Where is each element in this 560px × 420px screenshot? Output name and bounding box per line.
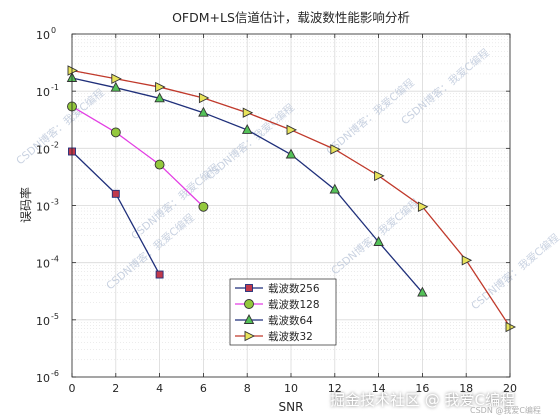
legend-item: 载波数32: [235, 330, 313, 343]
plot-frame: [71, 33, 511, 378]
legend-marker: [243, 314, 255, 324]
x-tick-label: 18: [459, 382, 473, 395]
legend-item: 载波数64: [235, 314, 313, 327]
y-tick-exponent: -3: [51, 198, 59, 207]
data-point: [242, 107, 254, 118]
x-tick-label: 10: [284, 382, 298, 395]
legend-label: 载波数32: [268, 330, 313, 343]
legend-label: 载波数256: [268, 282, 320, 295]
y-tick-label: 10 -3: [36, 198, 59, 214]
legend-marker: [245, 284, 253, 292]
data-point: [373, 236, 384, 246]
data-point: [286, 124, 298, 136]
legend-label: 载波数128: [268, 298, 320, 311]
x-tick-labels: 0 2 4 6 8 10 12 14 16 18 20: [69, 382, 518, 395]
x-tick-label: 4: [156, 382, 163, 395]
y-tick-base: 10: [36, 29, 50, 42]
data-point: [198, 201, 209, 212]
y-tick-base: 10: [36, 372, 50, 385]
y-tick-exponent: -2: [51, 140, 59, 149]
legend-item: 载波数128: [235, 298, 320, 311]
y-axis-label: 误码率: [18, 187, 33, 223]
y-tick-exponent: -6: [51, 369, 59, 378]
legend-marker: [244, 330, 256, 342]
watermark-text: CSDN博客：我爱C编程: [14, 86, 108, 167]
legend-item: 载波数256: [235, 282, 320, 295]
y-tick-base: 10: [36, 86, 50, 99]
chart-title: OFDM+LS信道估计，载波数性能影响分析: [172, 10, 410, 25]
series-1: [67, 101, 209, 212]
footer-watermark: 掘金技术社区 @ 我爱C编程: [330, 391, 516, 409]
y-tick-exponent: -1: [51, 83, 59, 92]
y-tick-label: 10 -4: [36, 255, 59, 271]
data-point: [111, 189, 120, 198]
data-point: [374, 170, 385, 182]
x-axis-label: SNR: [279, 400, 304, 414]
data-point: [417, 201, 429, 213]
y-tick-base: 10: [36, 258, 50, 271]
x-tick-label: 20: [503, 382, 517, 395]
x-tick-label: 12: [328, 382, 342, 395]
data-point: [155, 81, 166, 93]
y-tick-exponent: 0: [51, 26, 56, 35]
data-point: [110, 127, 121, 138]
x-tick-label: 16: [415, 382, 429, 395]
y-tick-label: 10 -6: [36, 369, 59, 385]
y-tick-label: 10 -2: [36, 140, 59, 156]
x-tick-label: 14: [372, 382, 386, 395]
data-point: [67, 65, 79, 76]
data-point: [198, 106, 209, 117]
data-point: [241, 123, 253, 134]
data-point: [417, 286, 428, 297]
y-tick-base: 10: [36, 143, 50, 156]
series-line: [71, 105, 204, 208]
data-point: [154, 92, 165, 103]
legend: 载波数256 载波数128 载波数64 载波数32: [229, 278, 337, 346]
data-point: [155, 270, 164, 279]
data-point: [285, 148, 297, 159]
data-point: [329, 183, 341, 194]
x-tick-label: 8: [244, 382, 251, 395]
data-point: [461, 255, 473, 266]
series-layer: [66, 65, 517, 333]
footer-sub-watermark: CSDN @我爱C编程: [470, 406, 541, 415]
x-tick-label: 2: [112, 382, 119, 395]
x-tick-label: 6: [200, 382, 207, 395]
y-tick-base: 10: [36, 315, 50, 328]
data-point: [505, 321, 517, 333]
data-point: [110, 81, 122, 92]
data-point: [154, 159, 165, 170]
y-tick-exponent: -5: [51, 312, 59, 321]
watermark-text: CSDN博客：我爱C编程: [469, 231, 560, 312]
data-point: [198, 92, 210, 104]
series-3: [67, 65, 517, 333]
y-tick-label: 10 -1: [36, 83, 59, 99]
data-point: [111, 73, 122, 84]
series-2: [66, 72, 428, 297]
y-tick-exponent: -4: [51, 255, 59, 264]
y-tick-base: 10: [36, 201, 50, 214]
y-tick-label: 10 0: [36, 26, 56, 42]
legend-marker: [244, 299, 254, 309]
legend-label: 载波数64: [268, 314, 313, 327]
x-tick-label: 0: [69, 382, 76, 395]
data-point: [330, 144, 341, 155]
y-tick-label: 10 -5: [36, 312, 59, 328]
